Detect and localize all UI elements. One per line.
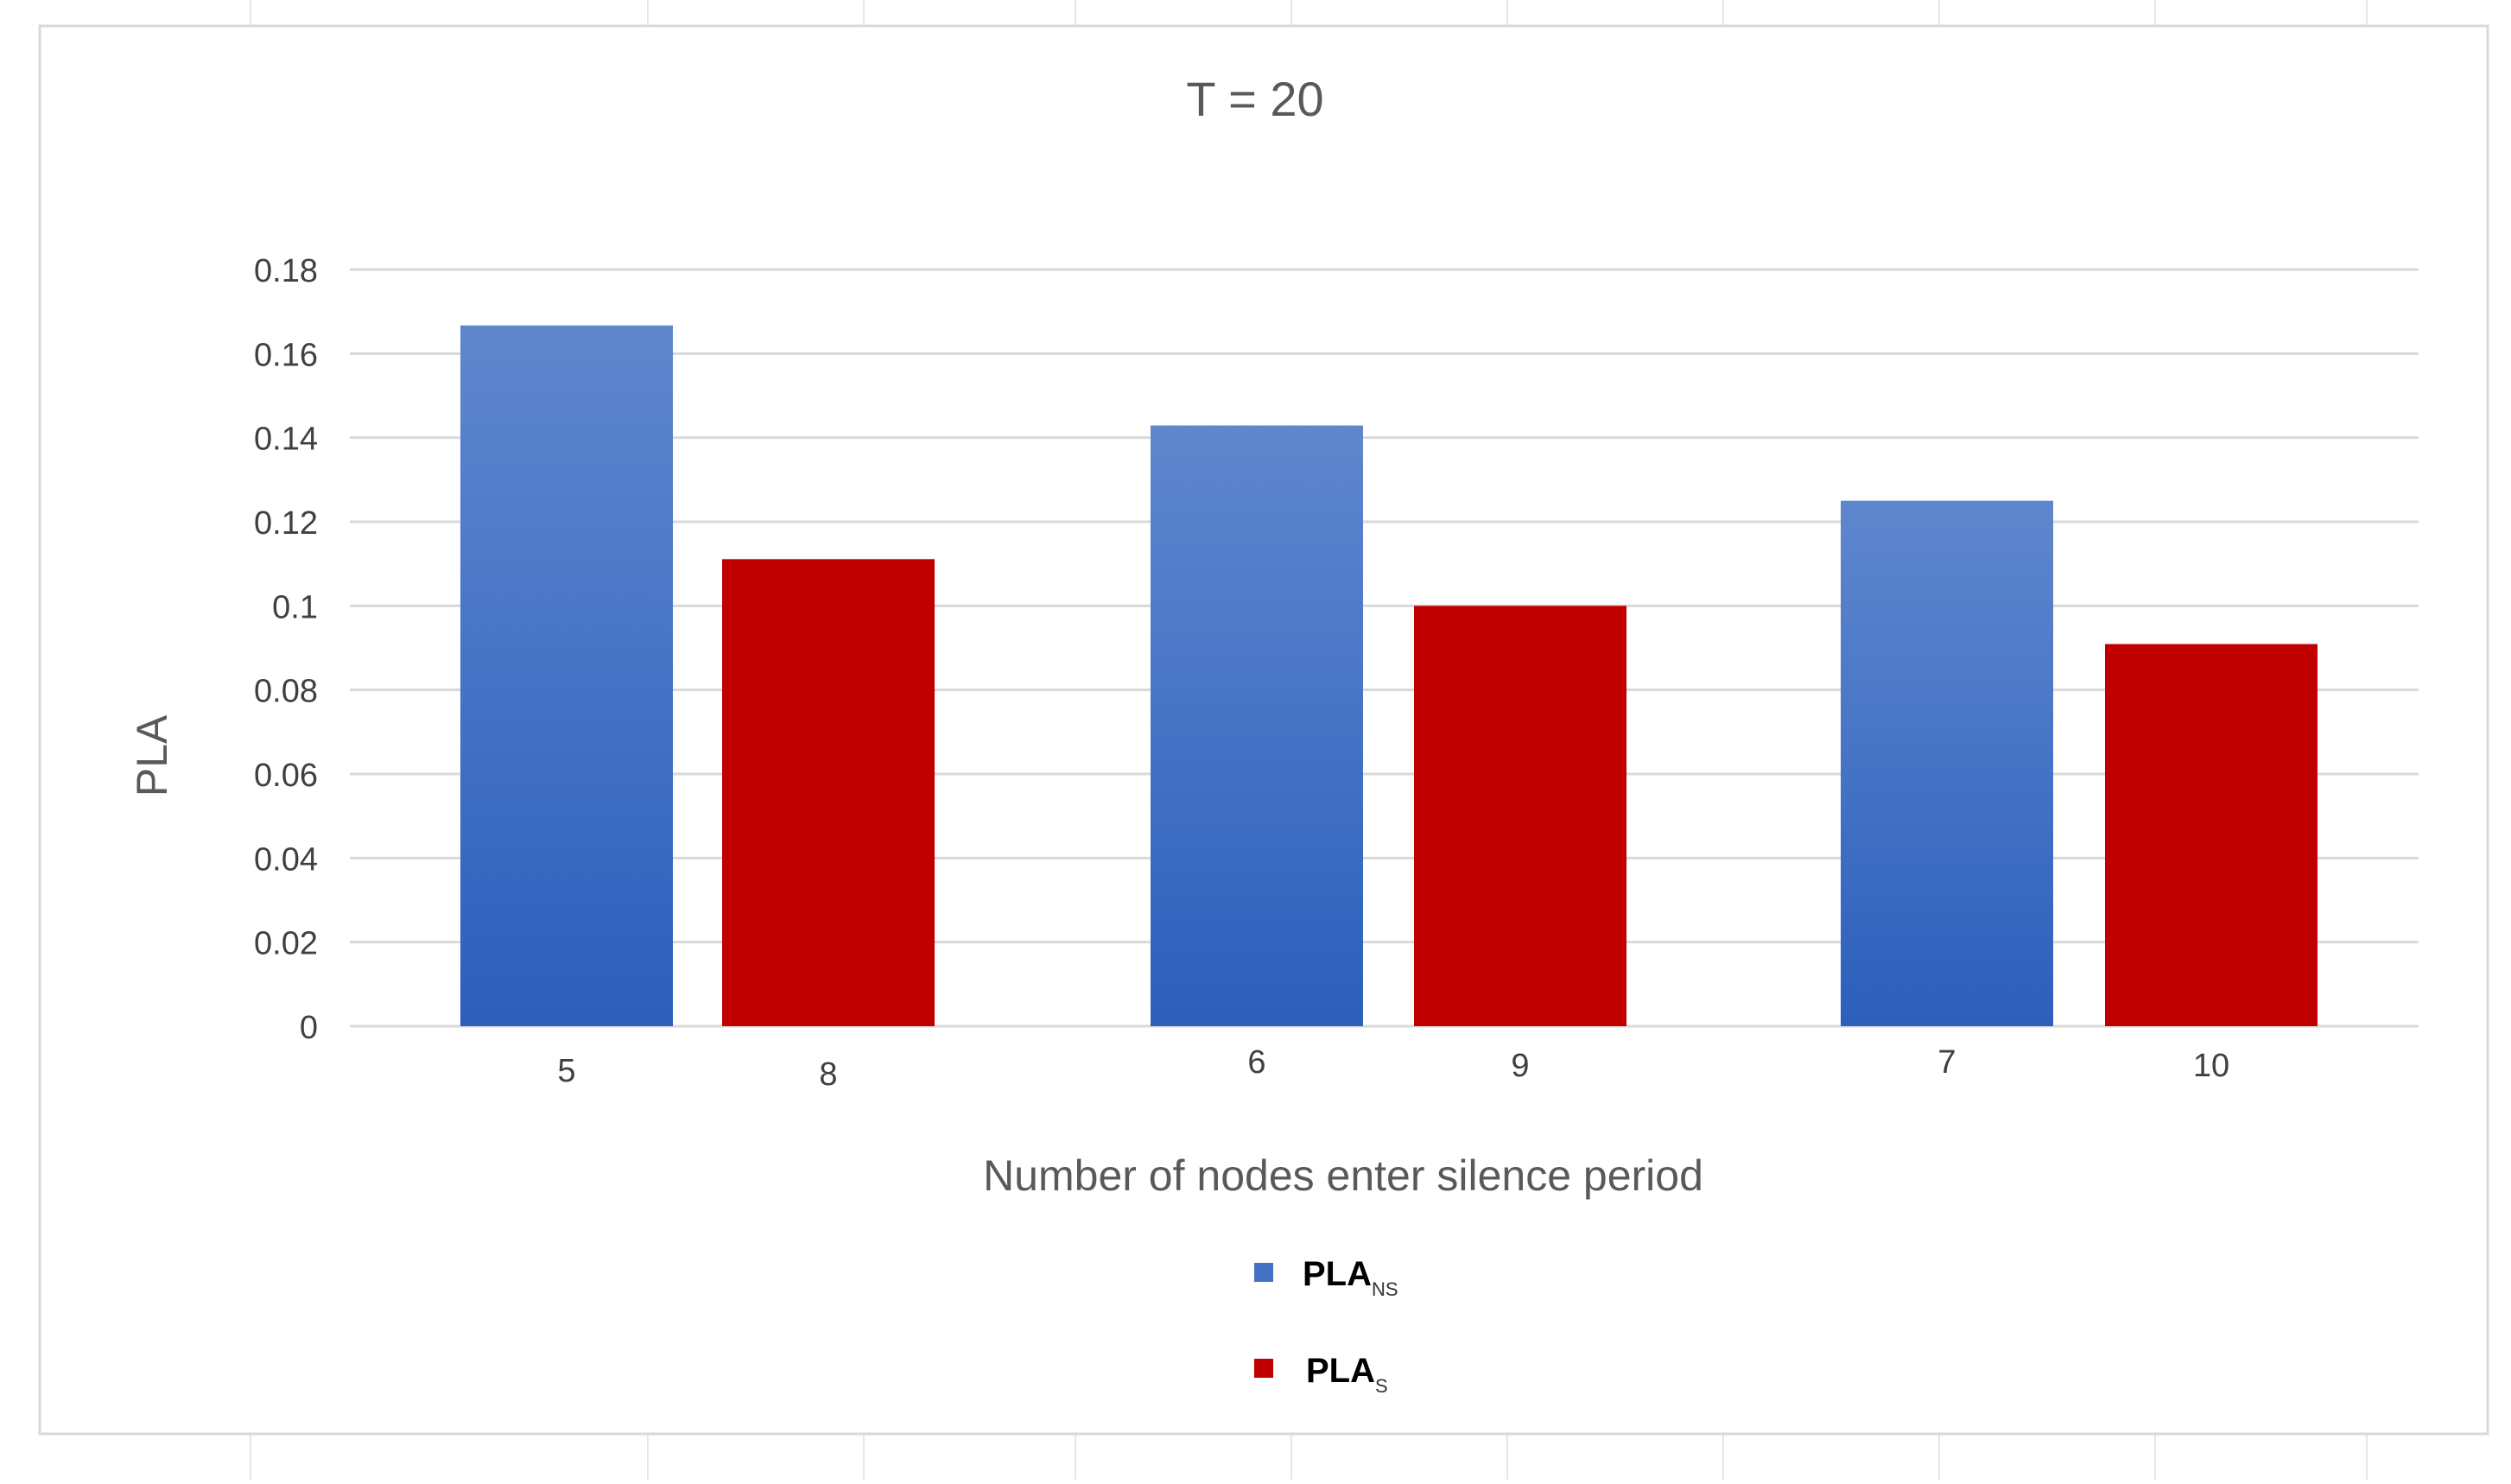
legend: PLANS PLAS	[1254, 1255, 1398, 1397]
y-tick-label: 0.04	[254, 841, 318, 878]
x-axis-ticks: 5 8 6 9 7 10	[557, 1044, 2229, 1093]
y-tick-label: 0.02	[254, 926, 318, 962]
legend-sub-pla-s: S	[1375, 1375, 1388, 1397]
x-tick-label: 6	[1247, 1044, 1265, 1081]
y-axis-label: PLA	[128, 714, 176, 796]
bar-8	[722, 559, 935, 1026]
y-tick-label: 0.08	[254, 674, 318, 710]
y-tick-label: 0.14	[254, 422, 318, 458]
x-tick-label: 5	[557, 1053, 575, 1089]
svg-text:PLAS: PLAS	[1306, 1352, 1388, 1397]
y-tick-label: 0.12	[254, 505, 318, 542]
legend-item-pla-s: PLAS	[1254, 1352, 1388, 1397]
y-tick-label: 0.1	[272, 589, 318, 625]
bar-7	[1841, 500, 2053, 1026]
x-axis-label: Number of nodes enter silence period	[983, 1151, 1703, 1200]
legend-label-pla-ns: PLA	[1303, 1255, 1372, 1293]
bar-6	[1151, 425, 1363, 1026]
bar-9	[1414, 606, 1626, 1026]
x-tick-label: 7	[1937, 1044, 1956, 1081]
bars	[460, 325, 2318, 1026]
legend-swatch-pla-s	[1254, 1359, 1273, 1378]
y-tick-label: 0.18	[254, 253, 318, 289]
gridlines	[350, 268, 2419, 1028]
legend-label-pla-s: PLA	[1306, 1352, 1375, 1390]
background-cell-lines	[250, 0, 2368, 1480]
x-tick-label: 8	[819, 1056, 837, 1093]
y-axis-ticks: 0 0.02 0.04 0.06 0.08 0.1 0.12 0.14 0.16 0.18	[254, 253, 318, 1046]
bar-10	[2105, 644, 2318, 1026]
legend-item-pla-ns: PLANS	[1254, 1255, 1398, 1300]
x-tick-label: 9	[1511, 1048, 1529, 1084]
y-tick-label: 0.16	[254, 337, 318, 373]
legend-swatch-pla-ns	[1254, 1263, 1273, 1282]
y-tick-label: 0	[300, 1010, 318, 1046]
chart-title: T = 20	[1186, 72, 1323, 126]
x-tick-label: 10	[2193, 1048, 2229, 1084]
bar-5	[460, 325, 673, 1026]
svg-text:PLANS: PLANS	[1303, 1255, 1398, 1300]
y-tick-label: 0.06	[254, 758, 318, 794]
legend-sub-pla-ns: NS	[1372, 1278, 1398, 1300]
